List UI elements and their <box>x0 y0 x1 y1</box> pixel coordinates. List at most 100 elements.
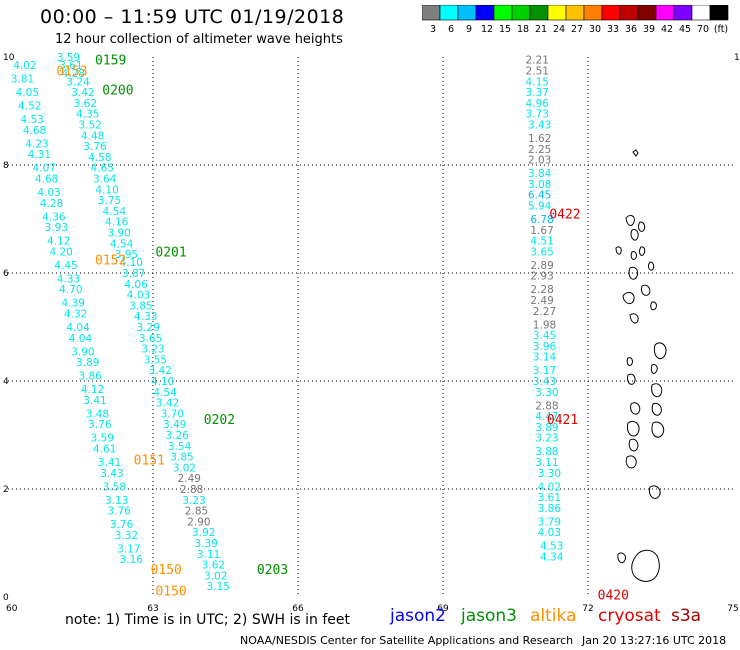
footnote: note: 1) Time is in UTC; 2) SWH is in fe… <box>65 612 351 628</box>
wave-height-value: 3.86 <box>78 371 102 383</box>
wave-height-value: 2.03 <box>528 155 551 167</box>
wave-height-value: 4.35 <box>76 109 99 121</box>
wave-height-value: 3.81 <box>11 74 34 86</box>
island-outline <box>641 284 651 296</box>
wave-height-value: 2.88 <box>180 484 203 496</box>
wave-height-value: 3.88 <box>535 446 558 458</box>
colorbar-label: 21 <box>535 24 547 35</box>
wave-height-value: 4.28 <box>40 198 63 210</box>
island-outline <box>639 246 646 256</box>
wave-height-value: 4.12 <box>81 384 104 396</box>
wave-height-value: 4.06 <box>124 279 148 291</box>
wave-height-value: 3.55 <box>144 354 167 366</box>
island-outline <box>628 266 639 280</box>
wave-height-value: 4.23 <box>25 138 48 150</box>
colorbar-label: 33 <box>607 24 619 35</box>
wave-height-value: 3.23 <box>182 495 205 507</box>
wave-height-value: 3.24 <box>66 76 90 88</box>
island-outline <box>650 364 658 374</box>
island-outline <box>625 214 635 226</box>
legend-item-altika: altika <box>530 606 577 626</box>
wave-height-value: 4.02 <box>13 60 36 72</box>
wave-height-value: 3.64 <box>93 174 117 186</box>
wave-height-value: 1.67 <box>530 225 553 237</box>
island-outline <box>651 402 662 416</box>
x-tick-label: 72 <box>582 604 593 614</box>
wave-height-value: 4.39 <box>62 298 85 310</box>
wave-height-value: 3.43 <box>528 120 551 132</box>
wave-height-value: 2.49 <box>178 473 201 485</box>
wave-height-value: 4.04 <box>66 322 90 334</box>
footer-credit: NOAA/NESDIS Center for Satellite Applica… <box>240 634 574 647</box>
wave-height-value: 4.03 <box>538 527 561 539</box>
wave-height-value: 3.87 <box>122 268 145 280</box>
wave-height-value: 6.45 <box>528 190 551 202</box>
wave-height-value: 3.54 <box>168 441 192 453</box>
wave-height-value: 4.10 <box>151 376 174 388</box>
colorbar-label: 45 <box>679 24 691 35</box>
pass-time-label: 0153 <box>56 65 87 80</box>
wave-height-value: 3.02 <box>204 570 227 582</box>
wave-height-value: 2.49 <box>530 295 553 307</box>
wave-height-value: 3.45 <box>533 330 556 342</box>
wave-height-value: 4.32 <box>64 309 87 321</box>
wave-height-value: 4.33 <box>134 311 157 323</box>
wave-height-value: 5.94 <box>528 201 552 213</box>
wave-height-value: 4.52 <box>18 101 41 113</box>
island-outline <box>630 402 641 415</box>
wave-height-value: 3.52 <box>78 120 101 132</box>
wave-height-value: 4.02 <box>538 481 561 493</box>
island-outline <box>648 261 655 271</box>
wave-height-value: 4.47 <box>535 411 558 423</box>
island-outline <box>617 552 626 564</box>
wave-height-value: 3.39 <box>194 538 217 550</box>
wave-height-value: 3.90 <box>107 228 130 240</box>
wave-height-value: 4.31 <box>28 149 51 161</box>
wave-height-value: 3.29 <box>136 322 159 334</box>
wave-height-value: 3.59 <box>57 52 80 64</box>
wave-height-value: 3.59 <box>91 433 114 445</box>
y-tick-label: 0 <box>3 593 9 603</box>
legend-item-jason3: jason3 <box>461 606 517 626</box>
x-tick-label: 63 <box>147 604 158 614</box>
wave-height-value: 4.03 <box>127 290 150 302</box>
wave-height-value: 2.90 <box>187 516 210 528</box>
wave-height-value: 4.96 <box>526 98 550 110</box>
wave-height-value: 4.28 <box>62 68 85 80</box>
y-tick-label: 2 <box>3 485 9 495</box>
wave-height-value: 3.62 <box>202 560 225 572</box>
wave-height-value: 3.65 <box>139 333 162 345</box>
island-outline <box>625 455 637 469</box>
legend-item-jason2: jason2 <box>390 606 446 626</box>
wave-height-value: 4.03 <box>37 187 60 199</box>
wave-height-value: 3.70 <box>161 408 184 420</box>
wave-height-value: 4.36 <box>42 211 66 223</box>
wave-height-value: 2.89 <box>530 260 553 272</box>
wave-height-value: 4.70 <box>59 284 82 296</box>
wave-height-value: 3.85 <box>170 452 193 464</box>
wave-height-value: 4.48 <box>81 130 104 142</box>
wave-height-value: 2.85 <box>185 506 208 518</box>
wave-height-value: 3.41 <box>83 395 106 407</box>
y-tick-label: 8 <box>3 161 9 171</box>
pass-time-label: 0152 <box>95 254 126 269</box>
wave-height-value: 1.98 <box>533 319 556 331</box>
wave-height-value: 4.12 <box>47 236 70 248</box>
wave-height-value: 3.76 <box>107 506 131 518</box>
map-title: 00:00 – 11:59 UTC 01/19/2018 <box>40 6 345 28</box>
pass-time-label: 0422 <box>549 208 580 223</box>
wave-height-value: 3.14 <box>533 352 557 364</box>
wave-height-value: 4.54 <box>103 206 127 218</box>
wave-height-value: 2.27 <box>533 306 556 318</box>
colorbar-label: 3 <box>430 24 436 35</box>
pass-time-label: 0150 <box>151 563 182 578</box>
wave-height-value: 4.68 <box>23 125 46 137</box>
wave-height-value: 3.75 <box>98 195 121 207</box>
wave-height-value: 4.16 <box>105 217 129 229</box>
y-tick-label: 6 <box>3 269 9 279</box>
island-outline <box>629 313 639 324</box>
pass-time-label: 0420 <box>598 588 629 603</box>
island-outline <box>626 420 640 437</box>
wave-height-value: 3.41 <box>98 457 121 469</box>
wave-height-value: 2.25 <box>528 144 551 156</box>
